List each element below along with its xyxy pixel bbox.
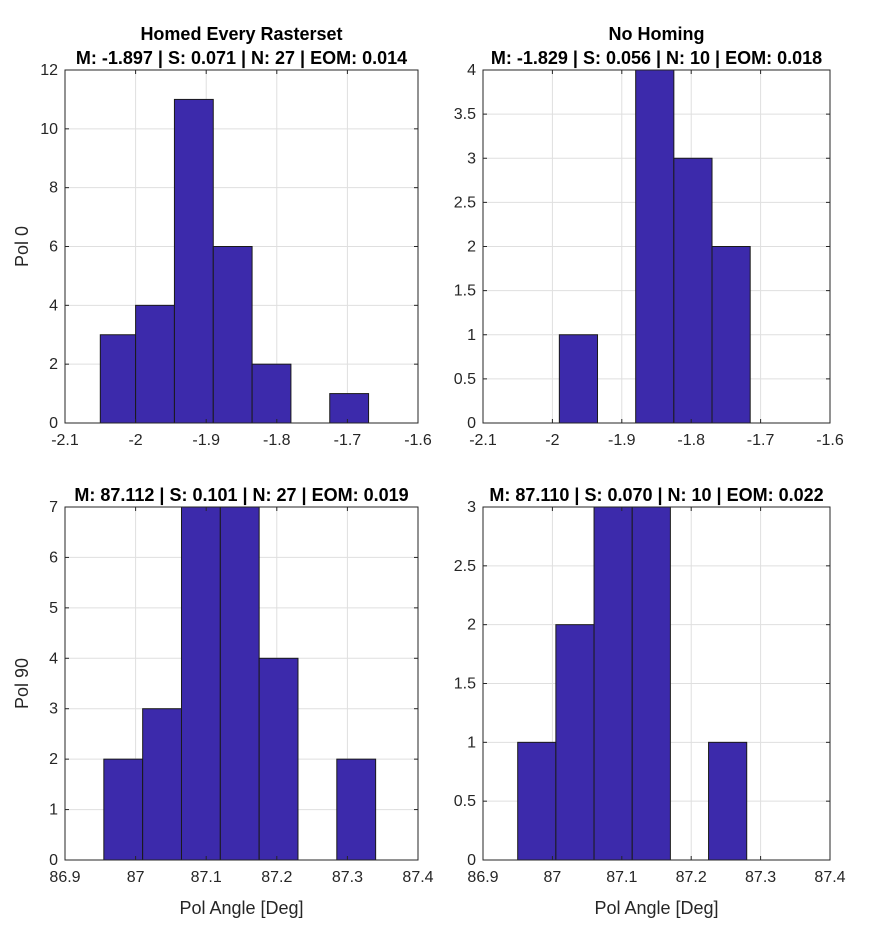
x-tick-label: -1.7: [747, 432, 775, 449]
y-tick-label: 5: [49, 600, 58, 617]
subplot-2: -2.1 -2 -1.9 -1.8 -1.7 -1.6 0 0.5 1 1.5 2 2.5 3 3.5 4 N…: [454, 24, 844, 449]
y-tick-label: 7: [49, 499, 58, 516]
y-axis-label: Pol 0: [12, 226, 32, 267]
x-tick-label: 87.2: [261, 869, 292, 886]
y-tick-label: 0.5: [454, 793, 476, 810]
y-tick-label: 1: [467, 734, 476, 751]
histogram-bar: [329, 393, 370, 424]
y-tick-label: 8: [49, 180, 58, 197]
y-tick-label: 2: [49, 751, 58, 768]
y-tick-label: 10: [40, 121, 58, 138]
y-tick-label: 0: [49, 852, 58, 869]
y-tick-label: 3: [49, 701, 58, 718]
bars: [558, 69, 751, 424]
y-tick-label: 2: [467, 239, 476, 256]
histogram-bar: [135, 304, 175, 424]
histogram-bar: [103, 758, 144, 861]
x-tick-label: -1.7: [334, 432, 362, 449]
y-tick-label: 1.5: [454, 676, 476, 693]
y-tick-label: 4: [49, 297, 58, 314]
histogram-bar: [517, 741, 557, 861]
x-axis-label: Pol Angle [Deg]: [179, 898, 303, 918]
y-tick-label: 3: [467, 499, 476, 516]
x-tick-label: -2.1: [469, 432, 497, 449]
histogram-bar: [212, 246, 253, 424]
histogram-bar: [180, 506, 221, 861]
y-tick-label: 3: [467, 150, 476, 167]
y-tick-label: 6: [49, 239, 58, 256]
y-tick-label: 1.5: [454, 283, 476, 300]
x-tick-label: -1.8: [677, 432, 705, 449]
y-tick-label: 4: [49, 650, 58, 667]
histogram-bar: [251, 363, 292, 424]
y-tick-label: 2.5: [454, 194, 476, 211]
chart-title-line: M: -1.829 | S: 0.056 | N: 10 | EOM: 0.01…: [491, 48, 822, 68]
x-tick-label: -1.9: [608, 432, 636, 449]
axes-frame: [64, 506, 419, 861]
histogram-bar: [635, 69, 675, 424]
x-tick-label: 87.1: [606, 869, 637, 886]
chart-title-line: M: -1.897 | S: 0.071 | N: 27 | EOM: 0.01…: [76, 48, 407, 68]
x-tick-label: 86.9: [467, 869, 498, 886]
x-axis-label: Pol Angle [Deg]: [594, 898, 718, 918]
y-tick-label: 2.5: [454, 558, 476, 575]
histogram-bar: [711, 246, 751, 424]
histogram-bar: [173, 98, 214, 424]
x-tick-label: 87.4: [814, 869, 845, 886]
x-tick-label: -1.9: [192, 432, 220, 449]
y-tick-label: 3.5: [454, 106, 476, 123]
histogram-bar: [593, 506, 633, 861]
histogram-bar: [219, 506, 260, 861]
histogram-bar: [708, 741, 748, 861]
x-tick-label: 87.2: [676, 869, 707, 886]
x-tick-label: 87: [544, 869, 562, 886]
chart-title-line: M: 87.112 | S: 0.101 | N: 27 | EOM: 0.01…: [74, 485, 408, 505]
bars: [103, 506, 377, 861]
y-tick-label: 6: [49, 549, 58, 566]
y-axis-label: Pol 90: [12, 658, 32, 709]
x-tick-label: 87.1: [191, 869, 222, 886]
chart-title-line: No Homing: [609, 24, 705, 44]
histogram-bar: [558, 334, 599, 424]
chart-title-line: Homed Every Rasterset: [140, 24, 342, 44]
x-tick-label: -2.1: [51, 432, 79, 449]
subplot-3: 86.9 87 87.1 87.2 87.3 87.4 0 1 2 3 4 5 6 7 M: 87.112 …: [12, 485, 434, 918]
x-tick-label: -2: [128, 432, 142, 449]
x-tick-label: 87.4: [402, 869, 433, 886]
x-tick-label: 87.3: [745, 869, 776, 886]
bars: [99, 98, 370, 424]
y-tick-label: 4: [467, 62, 476, 79]
x-tick-label: -1.6: [404, 432, 432, 449]
y-tick-label: 0: [49, 415, 58, 432]
x-tick-label: 87: [127, 869, 145, 886]
histogram-bar: [555, 624, 595, 861]
x-tick-label: 87.3: [332, 869, 363, 886]
chart-title-line: M: 87.110 | S: 0.070 | N: 10 | EOM: 0.02…: [489, 485, 823, 505]
histogram-bar: [99, 334, 137, 424]
y-tick-label: 0.5: [454, 371, 476, 388]
y-tick-label: 0: [467, 415, 476, 432]
y-tick-label: 1: [49, 802, 58, 819]
x-tick-label: -1.6: [816, 432, 844, 449]
y-tick-label: 2: [467, 617, 476, 634]
histogram-bar: [258, 657, 299, 861]
y-tick-label: 2: [49, 356, 58, 373]
y-tick-label: 1: [467, 327, 476, 344]
x-tick-label: -1.8: [263, 432, 291, 449]
histogram-bar: [142, 708, 182, 861]
subplot-1: -2.1 -2 -1.9 -1.8 -1.7 -1.6 0 2 4 6 8 10 12 Homed Eve…: [12, 24, 432, 449]
histogram-bar: [336, 758, 377, 861]
histogram-bar: [673, 157, 713, 424]
histogram-bar: [631, 506, 671, 861]
x-tick-label: -2: [545, 432, 559, 449]
x-tick-label: 86.9: [49, 869, 80, 886]
subplot-4: 86.9 87 87.1 87.2 87.3 87.4 0 0.5 1 1.5 2 2.5 3 M: 87…: [454, 485, 846, 918]
y-tick-label: 0: [467, 852, 476, 869]
y-tick-label: 12: [40, 62, 58, 79]
